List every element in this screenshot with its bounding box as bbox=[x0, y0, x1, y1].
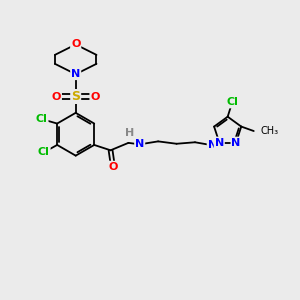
Text: O: O bbox=[71, 40, 80, 50]
Text: N: N bbox=[215, 137, 224, 148]
Text: N: N bbox=[231, 137, 241, 148]
Text: S: S bbox=[71, 90, 80, 103]
Text: Cl: Cl bbox=[36, 114, 48, 124]
Text: N: N bbox=[208, 140, 217, 150]
Text: O: O bbox=[52, 92, 61, 101]
Text: N: N bbox=[71, 69, 80, 79]
Text: H: H bbox=[125, 128, 134, 138]
Text: Cl: Cl bbox=[226, 98, 238, 107]
Text: CH₃: CH₃ bbox=[260, 126, 278, 136]
Text: N: N bbox=[135, 140, 144, 149]
Text: Cl: Cl bbox=[38, 147, 50, 158]
Text: O: O bbox=[90, 92, 100, 101]
Text: O: O bbox=[108, 162, 118, 172]
